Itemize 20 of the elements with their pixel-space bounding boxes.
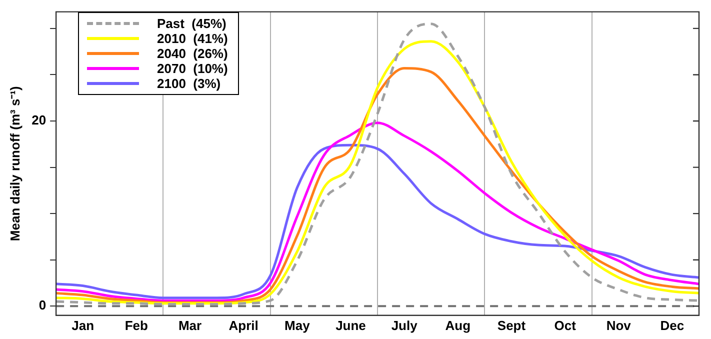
x-tick-label: Mar (178, 318, 202, 333)
legend-label: 2100 (3%) (157, 76, 221, 91)
x-tick-label: Dec (660, 318, 684, 333)
x-tick-label: Feb (124, 318, 148, 333)
x-tick-label: July (391, 318, 418, 333)
x-tick-label: April (228, 318, 258, 333)
x-tick-label: June (336, 318, 366, 333)
y-tick-label: 20 (32, 112, 46, 128)
legend-label: Past (45%) (157, 16, 226, 31)
legend-label: 2070 (10%) (157, 61, 228, 76)
y-tick-label: 0 (38, 298, 46, 313)
legend-label: 2040 (26%) (157, 46, 228, 61)
x-tick-label: Sept (497, 318, 526, 333)
x-tick-label: Oct (554, 318, 577, 333)
y-axis-title: Mean daily runoff (m³ s⁻¹) (7, 86, 22, 242)
x-tick-label: Nov (606, 318, 632, 333)
legend-label: 2010 (41%) (157, 31, 228, 46)
x-tick-label: May (284, 318, 311, 333)
x-tick-label: Jan (72, 318, 94, 333)
x-tick-label: Aug (445, 318, 471, 333)
